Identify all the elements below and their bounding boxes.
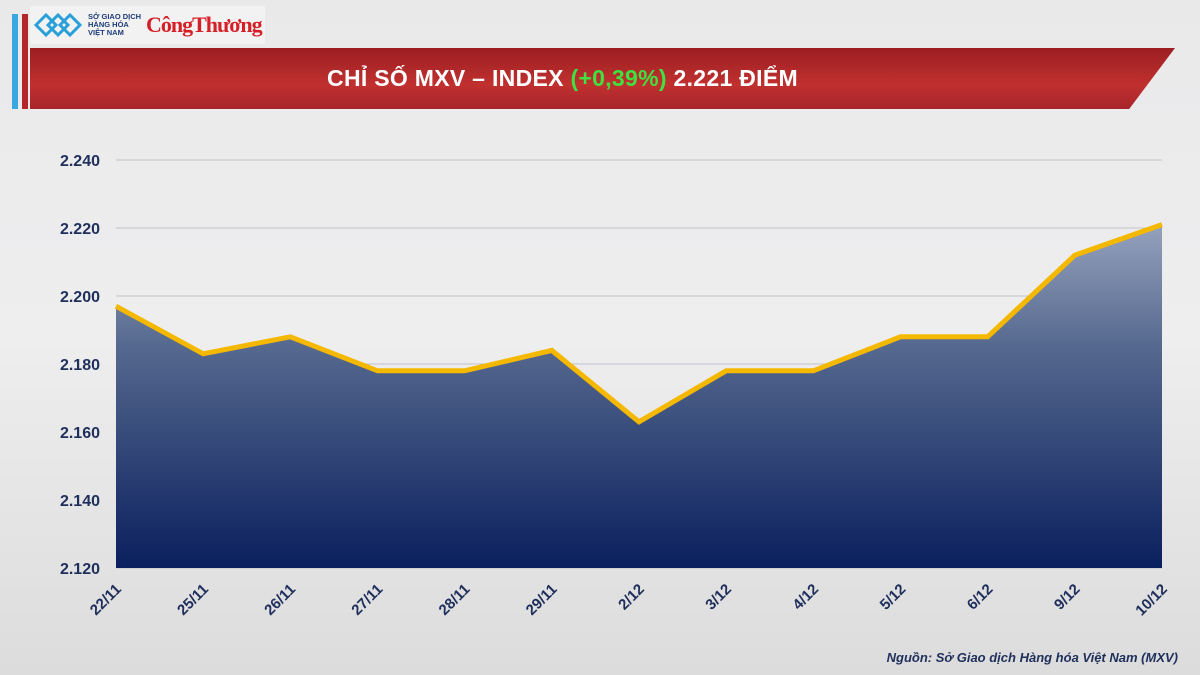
mxv-logo-text: SỞ GIAO DỊCH HÀNG HÓA VIỆT NAM	[88, 12, 142, 37]
source-note: Nguồn: Sở Giao dịch Hàng hóa Việt Nam (M…	[886, 650, 1178, 665]
x-tick-label: 5/12	[877, 581, 910, 614]
y-tick-label: 2.240	[60, 153, 100, 170]
y-tick-label: 2.120	[60, 561, 100, 578]
mxv-logo-icon	[34, 12, 83, 38]
x-tick-label: 29/11	[523, 581, 561, 619]
x-tick-label: 6/12	[964, 581, 997, 614]
x-tick-label: 9/12	[1051, 581, 1084, 614]
title-change: (+0,39%)	[570, 65, 667, 91]
chart-title: CHỈ SỐ MXV – INDEX (+0,39%) 2.221 ĐIỂM	[327, 65, 798, 92]
header-logos: SỞ GIAO DỊCH HÀNG HÓA VIỆT NAM CôngThươn…	[30, 6, 265, 44]
x-tick-label: 27/11	[348, 581, 386, 619]
x-tick-label: 28/11	[436, 581, 474, 619]
x-tick-label: 25/11	[174, 581, 212, 619]
accent-bar-blue	[12, 14, 18, 109]
x-tick-label: 26/11	[261, 581, 299, 619]
x-tick-label: 22/11	[87, 581, 125, 619]
title-value: 2.221 ĐIỂM	[666, 65, 798, 91]
x-tick-label: 4/12	[789, 581, 822, 614]
y-tick-label: 2.140	[60, 493, 100, 510]
y-tick-label: 2.200	[60, 289, 100, 306]
x-tick-label: 2/12	[615, 581, 648, 614]
area-fill	[116, 224, 1162, 568]
y-tick-label: 2.220	[60, 221, 100, 238]
y-tick-label: 2.180	[60, 357, 100, 374]
congthuong-logo: CôngThương	[146, 12, 263, 37]
accent-bar-red	[22, 14, 28, 109]
x-tick-label: 10/12	[1132, 581, 1171, 620]
y-tick-label: 2.160	[60, 425, 100, 442]
title-prefix: CHỈ SỐ MXV – INDEX	[327, 65, 571, 91]
x-tick-label: 3/12	[702, 581, 735, 614]
title-band: CHỈ SỐ MXV – INDEX (+0,39%) 2.221 ĐIỂM	[30, 48, 1175, 109]
